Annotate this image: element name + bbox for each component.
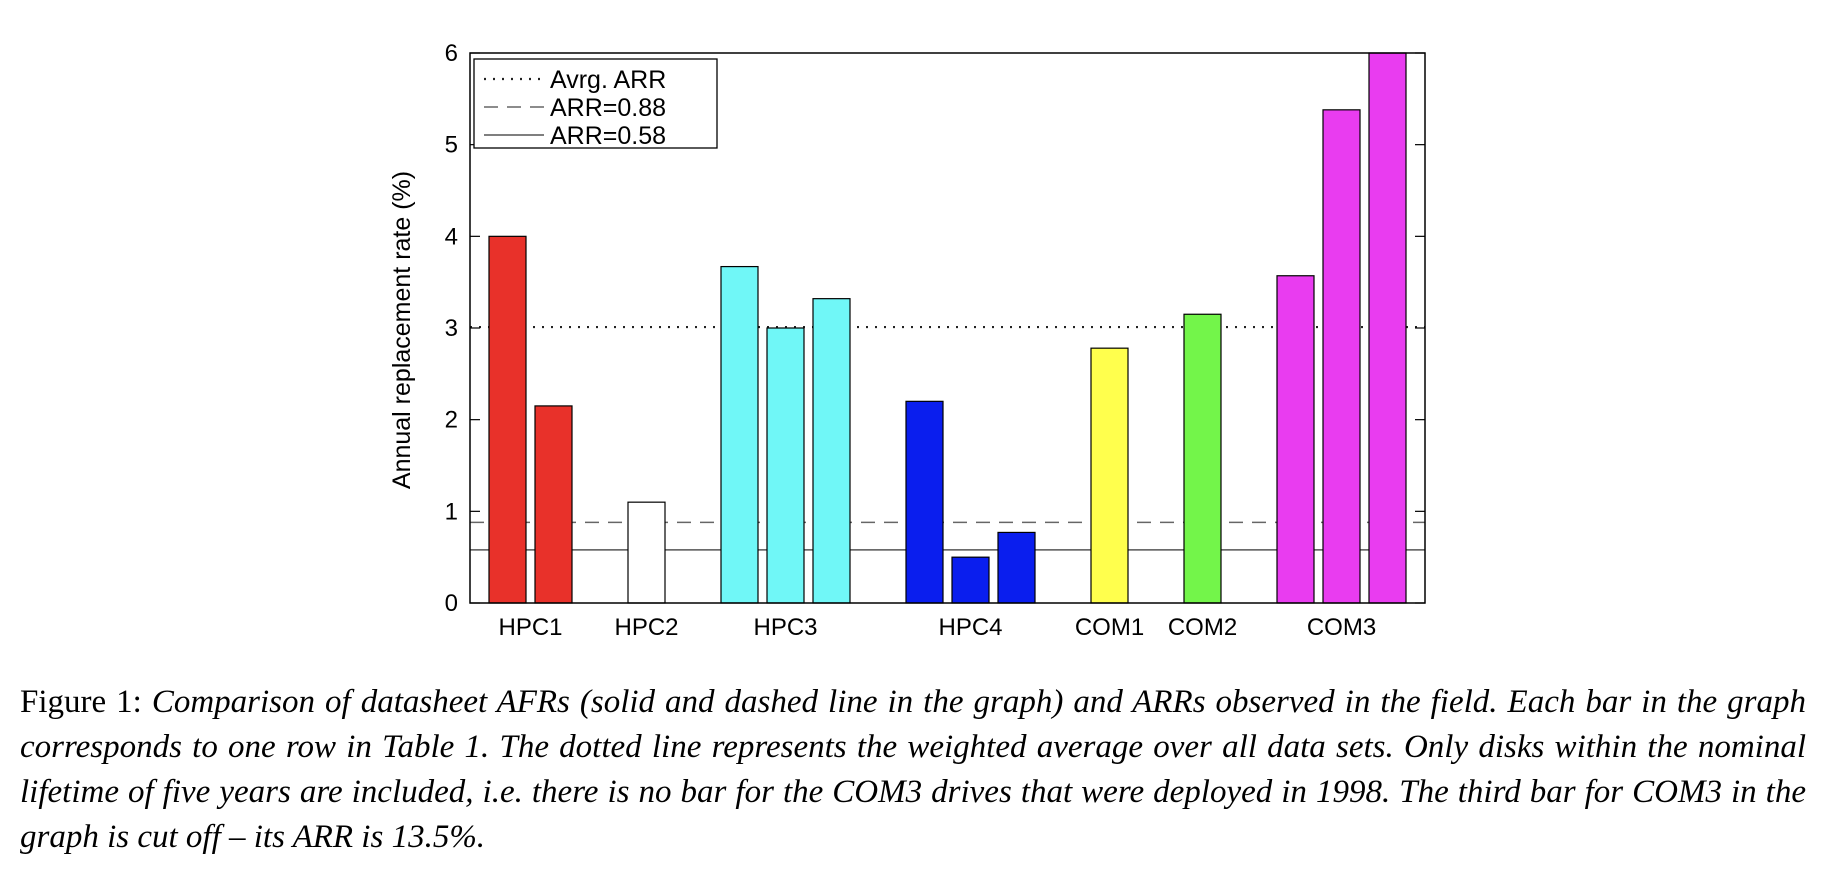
x-tick-label: COM1 <box>1075 614 1144 641</box>
y-tick-label: 6 <box>445 40 458 67</box>
bars <box>488 52 1407 604</box>
bar-com2-1 <box>1183 313 1222 604</box>
bar-hpc3-1 <box>720 265 759 604</box>
y-axis-label: Annual replacement rate (%) <box>388 171 416 489</box>
bar-hpc4-3 <box>997 531 1036 604</box>
y-tick-label: 2 <box>445 407 458 434</box>
caption-text: Comparison of datasheet AFRs (solid and … <box>20 684 1807 855</box>
bar-hpc1-2 <box>534 405 573 604</box>
x-tick-label: COM3 <box>1307 614 1376 641</box>
bar-com1-1 <box>1090 347 1129 604</box>
figure-caption: Figure 1: Comparison of datasheet AFRs (… <box>20 680 1806 860</box>
x-tick-label: HPC4 <box>938 614 1002 641</box>
bar-hpc2-1 <box>627 501 666 604</box>
caption-label: Figure 1: <box>20 684 152 720</box>
x-tick-labels: HPC1 HPC2 HPC3 HPC4 COM1 COM2 COM3 <box>498 614 1376 641</box>
bar-com3-3 <box>1368 52 1407 604</box>
y-tick-label: 4 <box>445 223 458 250</box>
y-tick-label: 5 <box>445 132 458 159</box>
bar-hpc4-2 <box>951 556 990 604</box>
bar-hpc1-1 <box>488 235 527 604</box>
y-tick-label: 3 <box>445 315 458 342</box>
x-tick-label: HPC3 <box>753 614 817 641</box>
y-ticks: 0 1 2 3 4 5 6 <box>445 40 1425 617</box>
bar-com3-1 <box>1276 275 1315 604</box>
bar-hpc3-2 <box>766 327 805 604</box>
bar-com3-2 <box>1322 109 1361 604</box>
legend-box <box>473 58 718 149</box>
x-tick-label: HPC1 <box>498 614 562 641</box>
x-tick-label: COM2 <box>1168 614 1237 641</box>
x-tick-label: HPC2 <box>614 614 678 641</box>
legend-entry: Avrg. ARR <box>550 66 666 94</box>
legend-entry: ARR=0.88 <box>550 94 666 122</box>
y-tick-label: 1 <box>445 498 458 525</box>
bar-hpc4-1 <box>905 400 944 604</box>
y-tick-label: 0 <box>445 590 458 617</box>
legend-entry: ARR=0.58 <box>550 122 666 150</box>
bar-chart: 0 1 2 3 4 5 6 HPC1 HPC2 HPC3 HPC4 COM1 COM2 COM3 Ann… <box>388 40 1426 641</box>
bar-hpc3-3 <box>812 298 851 604</box>
